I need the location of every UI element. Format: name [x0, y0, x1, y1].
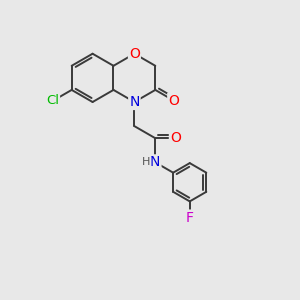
Text: F: F	[186, 211, 194, 225]
Text: O: O	[129, 47, 140, 61]
Text: N: N	[129, 95, 140, 109]
Text: H: H	[142, 158, 151, 167]
Text: O: O	[170, 131, 181, 145]
Text: N: N	[150, 155, 160, 170]
Text: O: O	[168, 94, 179, 107]
Text: Cl: Cl	[46, 94, 59, 107]
